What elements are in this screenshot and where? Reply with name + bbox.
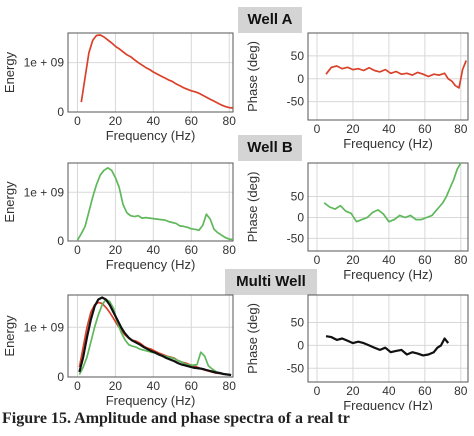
plot-frame [67,32,234,113]
y-axis-label: Energy [2,315,17,357]
x-tick-label: 40 [147,379,161,393]
y-tick-label: 1e + 09 [24,56,65,70]
x-tick-label: 40 [147,243,161,257]
y-tick-label: 0 [57,370,64,384]
chart-well-a-energy: 0 20 40 60 80 0 1e + 09 Frequency (Hz) Energy [2,32,237,143]
y-axis-label: Energy [2,51,17,93]
chart-well-b-energy: 0 20 40 60 80 0 1e + 09 Frequency (Hz) Energy [2,162,237,272]
x-tick-label: 0 [74,114,81,128]
y-tick-label: 0 [57,234,64,248]
x-tick-label: 20 [346,384,360,398]
y-tick-label: -50 [287,361,305,375]
y-tick-label: 50 [291,315,305,329]
plot-frame [307,32,469,121]
y-tick-label: -50 [287,95,305,109]
charts-canvas: 0 20 40 60 80 0 1e + 09 Frequency (Hz) Energy 0 20… [2,32,469,410]
x-tick-label: 80 [223,243,237,257]
x-axis-label: Frequency (Hz) [343,398,433,410]
y-tick-label: 0 [297,338,304,352]
x-tick-label: 20 [346,122,360,136]
x-tick-label: 40 [382,253,396,267]
x-tick-label: 40 [382,122,396,136]
y-axis-label: Phase (deg) [245,172,260,243]
x-tick-label: 60 [185,243,199,257]
x-tick-label: 80 [454,122,468,136]
plot-frame [67,294,234,378]
x-tick-label: 20 [109,114,123,128]
chart-well-a-phase: 0 20 40 60 80 50 0 -50 Frequency (Hz) Phase (deg) [245,32,469,151]
y-tick-label: 0 [297,72,304,86]
x-tick-label: 60 [418,253,432,267]
x-tick-label: 0 [314,384,321,398]
series-line-0 [323,162,462,223]
plot-frame [67,162,234,242]
plot-frame [307,162,469,252]
x-tick-label: 0 [74,243,81,257]
chart-multi-well-energy: 0 20 40 60 80 0 1e + 09 Frequency (Hz) Energy [2,294,237,408]
chart-multi-well-phase: 0 20 40 60 80 50 0 -50 Frequency (Hz) Phase (deg) [245,294,469,410]
x-axis-label: Frequency (Hz) [343,136,433,151]
x-tick-label: 40 [382,384,396,398]
chart-well-b-phase: 0 20 40 60 80 50 0 -50 Frequency (Hz) Phase (deg) [245,162,469,282]
section-title-well-b: Well B [238,135,302,161]
y-axis-label: Energy [2,181,17,223]
series-line-0 [325,60,467,89]
section-title-well-a: Well A [238,7,302,33]
x-axis-label: Frequency (Hz) [106,128,196,143]
y-tick-label: 0 [57,105,64,119]
x-tick-label: 80 [454,253,468,267]
x-tick-label: 80 [223,114,237,128]
section-title-multi-well: Multi Well [225,269,317,295]
x-axis-label: Frequency (Hz) [106,257,196,272]
x-axis-label: Frequency (Hz) [343,267,433,282]
series-line-2 [78,296,232,377]
y-tick-label: -50 [287,231,305,245]
x-tick-label: 0 [74,379,81,393]
x-axis-label: Frequency (Hz) [106,393,196,408]
figure-caption: Figure 15. Amplitude and phase spectra o… [2,410,350,427]
y-axis-label: Phase (deg) [245,41,260,112]
y-tick-label: 0 [297,210,304,224]
series-line-0 [76,167,234,241]
x-tick-label: 80 [454,384,468,398]
y-tick-label: 1e + 09 [24,320,65,334]
series-line-0 [80,34,234,109]
y-tick-label: 50 [291,49,305,63]
x-tick-label: 60 [185,114,199,128]
plot-frame [307,294,469,383]
x-tick-label: 40 [147,114,161,128]
x-tick-label: 20 [109,243,123,257]
x-tick-label: 60 [185,379,199,393]
x-tick-label: 60 [418,122,432,136]
y-tick-label: 50 [291,190,305,204]
x-tick-label: 20 [346,253,360,267]
x-tick-label: 60 [418,384,432,398]
x-tick-label: 20 [109,379,123,393]
x-tick-label: 80 [223,379,237,393]
series-line-0 [325,335,450,357]
x-tick-label: 0 [314,253,321,267]
y-tick-label: 1e + 09 [24,185,65,199]
y-axis-label: Phase (deg) [245,303,260,374]
x-tick-label: 0 [314,122,321,136]
series-line-1 [78,298,232,376]
